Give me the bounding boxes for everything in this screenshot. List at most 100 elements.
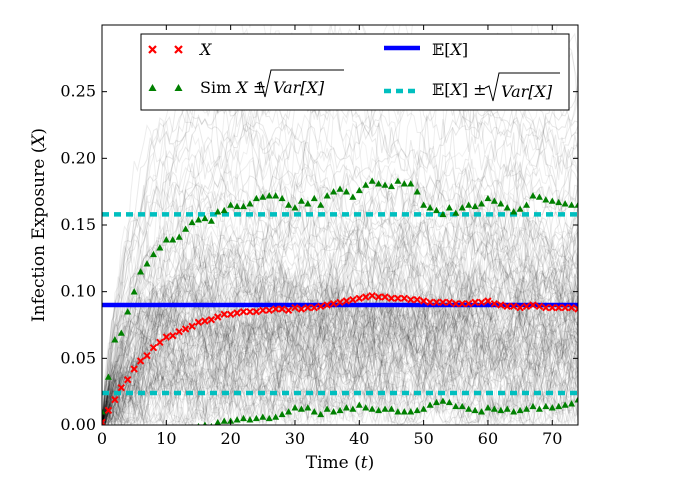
trajectory-line (102, 233, 578, 425)
y-axis-label: Infection Exposure (X) (29, 128, 49, 322)
trajectory-line (102, 161, 578, 425)
trajectory-line (102, 267, 578, 425)
trajectory-line (102, 327, 578, 425)
triangle-marker (175, 233, 183, 240)
x-marker (497, 301, 505, 309)
trajectory-line (102, 270, 578, 425)
x-marker (548, 303, 556, 312)
triangle-marker (452, 209, 460, 216)
trajectory-line (102, 294, 578, 425)
x-marker (509, 302, 518, 311)
x-marker (381, 293, 389, 301)
x-marker (445, 298, 454, 307)
x-marker (291, 303, 299, 312)
trajectory-line (102, 308, 578, 425)
x-marker (136, 357, 145, 365)
trajectory-line (102, 282, 578, 425)
x-marker (394, 294, 402, 303)
x-marker (490, 299, 499, 308)
triangle-marker (342, 404, 350, 411)
triangle-marker (210, 422, 213, 425)
trajectory-line (102, 185, 578, 425)
trajectory-line (102, 87, 578, 425)
triangle-marker (375, 180, 383, 187)
triangle-marker (220, 206, 228, 214)
x-marker (368, 291, 376, 300)
trajectory-line (102, 329, 578, 425)
triangle-marker (478, 200, 486, 207)
triangle-marker (137, 268, 145, 275)
triangle-marker (272, 192, 280, 199)
trajectory-line (102, 90, 578, 425)
triangle-marker (104, 373, 112, 380)
trajectory-line (102, 213, 578, 425)
triangle-marker (413, 188, 421, 195)
trajectory-line (102, 304, 578, 425)
trajectory-line (102, 317, 578, 425)
triangle-marker (355, 401, 363, 408)
trajectory-line (102, 233, 578, 425)
triangle-marker (265, 192, 273, 199)
triangle-marker (387, 182, 395, 190)
trajectory-line (102, 230, 578, 425)
trajectory-line (102, 274, 578, 425)
x-marker (535, 302, 544, 311)
x-marker (464, 299, 473, 308)
trajectory-line (102, 282, 578, 425)
triangle-marker (574, 201, 578, 208)
triangle-marker (201, 214, 209, 222)
triangle-marker (310, 194, 318, 202)
triangle-marker (484, 194, 492, 202)
triangle-marker (144, 427, 151, 433)
trajectory-line (102, 236, 578, 425)
triangle-marker (420, 405, 428, 412)
trajectory-line (102, 220, 578, 425)
triangle-marker (349, 405, 357, 412)
trajectory-line (102, 333, 578, 425)
triangle-marker (149, 250, 157, 258)
triangle-marker (529, 192, 537, 199)
x-marker (175, 327, 183, 336)
triangle-marker (182, 225, 190, 232)
x-marker (542, 303, 550, 312)
triangle-marker (420, 201, 428, 208)
trajectory-line (102, 247, 578, 425)
trajectory-line (102, 262, 578, 425)
x-marker (310, 303, 318, 312)
triangle-marker (265, 414, 273, 422)
trajectory-line (102, 197, 578, 425)
trajectory-line (102, 132, 578, 425)
x-tick-label: 70 (542, 429, 562, 448)
x-marker (156, 338, 164, 347)
x-tick-label: 20 (220, 429, 240, 448)
triangle-marker (117, 329, 125, 336)
trajectory-line (102, 212, 578, 425)
x-marker (130, 365, 138, 373)
x-marker (329, 299, 338, 308)
triangle-marker (156, 244, 164, 251)
trajectory-line (102, 277, 578, 425)
triangle-marker (484, 404, 492, 411)
x-tick-label: 50 (413, 429, 433, 448)
triangle-marker (362, 404, 370, 411)
trajectory-line (102, 314, 578, 425)
triangle-marker (503, 405, 511, 412)
trajectory-line (102, 277, 578, 425)
x-marker (102, 418, 106, 425)
triangle-marker (381, 405, 389, 412)
triangle-marker (465, 405, 473, 412)
series-sim-upper (102, 177, 578, 415)
trajectory-line (102, 311, 578, 425)
trajectory-line (102, 245, 578, 425)
triangle-marker (118, 426, 125, 432)
legend-marker-sim-band (148, 84, 183, 91)
triangle-marker (291, 204, 299, 211)
x-axis-label: Time (t) (306, 453, 374, 473)
trajectory-line (102, 222, 578, 425)
x-marker (271, 305, 280, 313)
triangle-marker (137, 427, 144, 433)
triangle-marker (130, 288, 138, 295)
triangle-marker (535, 405, 543, 412)
trajectory-line (102, 351, 578, 425)
x-marker (439, 298, 447, 307)
